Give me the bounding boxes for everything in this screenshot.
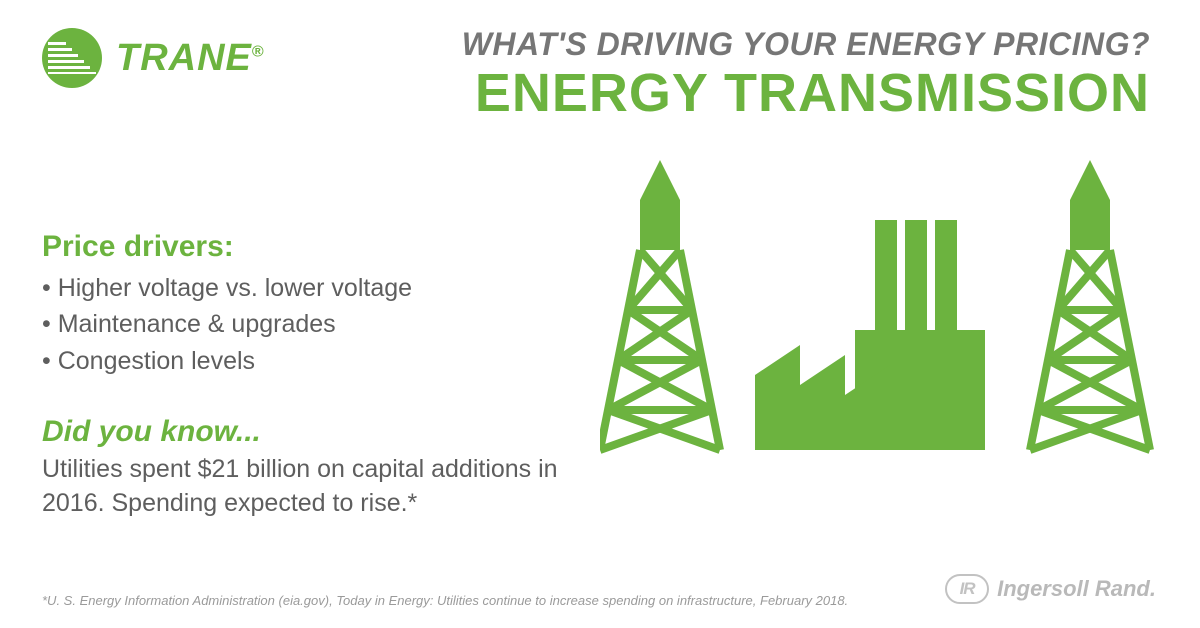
tower-right-icon (1030, 160, 1150, 450)
transmission-illustration (600, 160, 1160, 460)
brand-logo: TRANE® (42, 28, 265, 88)
headline-title: ENERGY TRANSMISSION (462, 65, 1150, 122)
footnote-text: *U. S. Energy Information Administration… (42, 593, 848, 608)
ingersoll-rand-logo: IR Ingersoll Rand. (945, 574, 1156, 604)
factory-icon (755, 220, 985, 450)
headline-subtitle: WHAT'S DRIVING YOUR ENERGY PRICING? (462, 26, 1150, 63)
tower-left-icon (600, 160, 720, 450)
drivers-title: Price drivers: (42, 230, 602, 264)
brand-text: TRANE (116, 37, 252, 79)
list-item: • Congestion levels (42, 343, 602, 379)
content-block: Price drivers: • Higher voltage vs. lowe… (42, 230, 602, 520)
list-item: • Maintenance & upgrades (42, 306, 602, 342)
list-item: • Higher voltage vs. lower voltage (42, 270, 602, 306)
did-you-know-body: Utilities spent $21 billion on capital a… (42, 453, 602, 521)
registered-mark: ® (252, 43, 265, 60)
did-you-know-title: Did you know... (42, 415, 602, 449)
headline-block: WHAT'S DRIVING YOUR ENERGY PRICING? ENER… (462, 26, 1150, 122)
ir-text: Ingersoll Rand. (997, 576, 1156, 602)
brand-name: TRANE® (116, 37, 265, 80)
trane-circle-icon (42, 28, 102, 88)
list-item-text: Higher voltage vs. lower voltage (58, 274, 412, 302)
list-item-text: Maintenance & upgrades (58, 310, 336, 338)
list-item-text: Congestion levels (58, 347, 255, 375)
did-you-know-block: Did you know... Utilities spent $21 bill… (42, 415, 602, 521)
drivers-list: • Higher voltage vs. lower voltage • Mai… (42, 270, 602, 379)
ir-badge-icon: IR (945, 574, 989, 604)
